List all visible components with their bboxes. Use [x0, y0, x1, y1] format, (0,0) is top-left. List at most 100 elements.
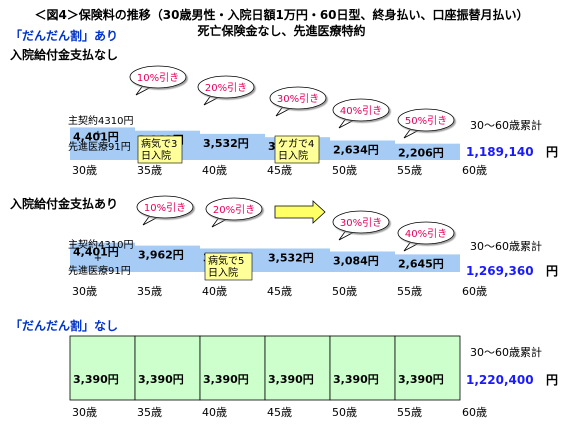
total-label: 30〜60歳累計: [470, 239, 542, 253]
bar-value-label: 3,532円: [268, 251, 314, 264]
bubble-shape: [129, 65, 187, 89]
x-tick-label: 30歳: [72, 406, 97, 419]
panel-subheading: 入院給付金支払あり: [10, 196, 118, 211]
chart-title-line1: ＜図4＞保険料の推移（30歳男性・入院日額1万円・60日型、終身払い、口座振替月…: [34, 8, 529, 22]
note-box: [204, 252, 253, 281]
bubble-shape: [397, 108, 455, 132]
x-tick-label: 40歳: [202, 164, 227, 177]
bar: [199, 335, 266, 401]
bubble-tail-mask: [152, 212, 159, 215]
side-label-advanced: 先進医療91円: [68, 264, 131, 277]
bubble-tail-mask: [145, 82, 152, 85]
bar-value-label: 3,390円: [268, 373, 314, 386]
arrow-right-shape: [274, 200, 326, 224]
panel-heading: 「だんだん割」あり: [10, 28, 118, 43]
bar-value-label: 2,634円: [333, 144, 379, 157]
bubble-shape: [332, 98, 390, 122]
note-text: ケガで4: [278, 138, 314, 150]
bubble-tail-mask: [348, 227, 355, 230]
bar: [330, 251, 395, 272]
bar-value-label: 2,645円: [398, 257, 444, 270]
bar: [395, 254, 460, 272]
discount-bubble-text: 20%引き: [213, 204, 255, 216]
bar-value-label: 4,401円: [73, 130, 119, 143]
total-label: 30〜60歳累計: [470, 118, 542, 132]
x-tick-label: 55歳: [397, 285, 422, 298]
x-tick-label: 50歳: [332, 164, 357, 177]
bar: [69, 335, 136, 401]
total-value: 1,220,400: [466, 373, 534, 387]
x-tick-label: 55歳: [397, 164, 422, 177]
note-box: [137, 135, 183, 164]
discount-bubble: 20%引き: [197, 75, 255, 106]
bubble-tail-mask: [413, 125, 420, 128]
bar: [135, 245, 200, 272]
x-tick-label: 50歳: [332, 406, 357, 419]
note-text: 病気で3: [141, 137, 177, 150]
discount-bubble-text: 30%引き: [277, 93, 319, 105]
total-unit: 円: [546, 264, 558, 278]
bubble-shape: [269, 86, 327, 110]
discount-bubble: 10%引き: [136, 195, 194, 226]
discount-bubble: 30%引き: [269, 86, 327, 117]
bar: [265, 248, 330, 272]
x-tick-label: 35歳: [137, 285, 162, 298]
side-label-plus: +: [94, 129, 102, 140]
bar: [200, 133, 265, 160]
bar-value-label: 2,206円: [398, 147, 444, 160]
discount-bubble-text: 40%引き: [340, 105, 382, 117]
side-label-main: 主契約4310円: [68, 114, 133, 127]
side-label-main: 主契約4310円: [68, 238, 133, 251]
panel-subheading: 入院給付金支払なし: [10, 47, 118, 62]
x-tick-label: 35歳: [137, 164, 162, 177]
discount-bubble-text: 40%引き: [405, 228, 447, 240]
bubble-shape: [136, 195, 194, 219]
x-tick-label: 45歳: [267, 164, 292, 177]
note-text: 病気で5: [208, 254, 244, 267]
bubble-shape: [197, 75, 255, 99]
bubble-shape: [332, 210, 390, 234]
discount-bubble-text: 10%引き: [144, 202, 186, 214]
x-tick-label: 60歳: [462, 285, 487, 298]
discount-bubble: 10%引き: [129, 65, 187, 96]
side-label-advanced: 先進医療91円: [68, 140, 131, 153]
x-tick-label: 45歳: [267, 285, 292, 298]
chart-panel-1: 「だんだん割」あり入院給付金支払なし4,401円3,962円3,532円3,08…: [10, 28, 558, 177]
total-value: 1,189,140: [466, 145, 534, 159]
discount-bubble-text: 30%引き: [340, 217, 382, 229]
chart-panel-2: 入院給付金支払あり4,401円3,962円3,532円3,532円3,084円2…: [10, 195, 558, 298]
x-tick-label: 40歳: [202, 406, 227, 419]
bar-value-label: 3,390円: [333, 373, 379, 386]
bar: [70, 127, 135, 160]
x-tick-label: 40歳: [202, 285, 227, 298]
note-text: 日入院: [208, 266, 238, 279]
bar-value-label: 4,401円: [73, 246, 119, 259]
discount-bubble-text: 20%引き: [205, 82, 247, 94]
x-tick-label: 30歳: [72, 164, 97, 177]
bar-value-label: 3,532円: [203, 137, 249, 150]
bubble-shape: [205, 197, 263, 221]
chart-title-line2: 死亡保険金なし、先進医療特約: [197, 24, 366, 38]
x-tick-label: 35歳: [137, 406, 162, 419]
bubble-tail-mask: [285, 103, 292, 106]
x-tick-label: 60歳: [462, 164, 487, 177]
bar: [264, 335, 331, 401]
bubble-tail-mask: [221, 214, 228, 217]
total-label: 30〜60歳累計: [470, 345, 542, 359]
x-tick-label: 30歳: [72, 285, 97, 298]
note-text: 日入院: [141, 149, 171, 162]
discount-bubble-text: 10%引き: [137, 72, 179, 84]
bubble-tail-mask: [213, 92, 220, 95]
x-tick-label: 45歳: [267, 406, 292, 419]
bubble-shape: [397, 221, 455, 245]
bubble-tail-mask: [348, 115, 355, 118]
bar: [134, 335, 201, 401]
bar: [330, 140, 395, 160]
discount-bubble: 40%引き: [397, 221, 455, 252]
bubble-tail-mask: [413, 238, 420, 241]
bar: [70, 242, 135, 272]
x-tick-label: 55歳: [397, 406, 422, 419]
x-tick-label: 60歳: [462, 406, 487, 419]
bar: [395, 143, 460, 160]
